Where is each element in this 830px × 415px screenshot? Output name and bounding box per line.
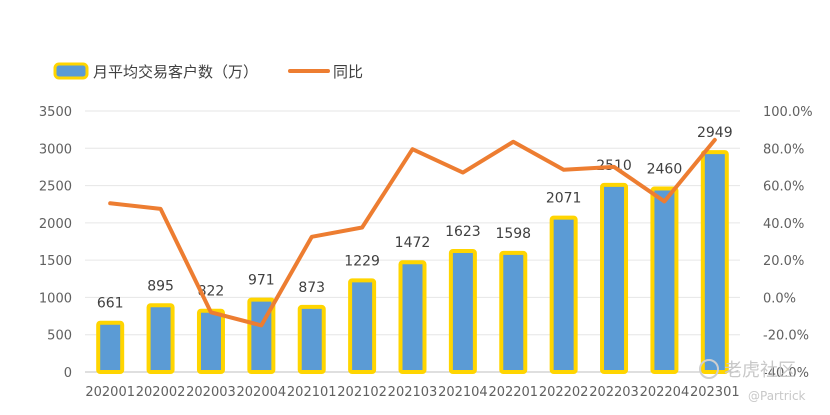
bar xyxy=(600,182,629,374)
left-tick-label: 2000 xyxy=(39,217,72,232)
legend-line-label: 同比 xyxy=(333,63,363,81)
bar-data-label: 2071 xyxy=(546,191,582,207)
right-tick-label: 60.0% xyxy=(763,180,804,195)
right-axis: -40.0% -20.0% 0.0% 20.0% 40.0% 60.0% 80.0% 100.… xyxy=(763,105,813,381)
x-tick-label: 202001 xyxy=(85,385,135,400)
x-tick-label: 202101 xyxy=(287,385,337,400)
right-tick-label: -40.0% xyxy=(763,366,809,381)
x-tick-label: 202203 xyxy=(589,385,639,400)
right-tick-label: 100.0% xyxy=(763,105,813,120)
yoy-line xyxy=(108,137,717,328)
bar xyxy=(146,303,175,375)
bar xyxy=(398,260,427,375)
left-axis: 0 500 1000 1500 2000 2500 3000 3500 xyxy=(39,105,72,381)
bar-data-label: 1229 xyxy=(344,253,380,269)
bar xyxy=(650,186,679,374)
watermark-brand: 老虎社区 xyxy=(724,360,796,381)
bar xyxy=(448,248,477,374)
bar-data-label: 2949 xyxy=(697,125,733,141)
legend-bar-swatch xyxy=(53,62,89,80)
bar-data-label: 2460 xyxy=(647,162,683,178)
bar-data-label: 971 xyxy=(248,273,275,289)
bar-data-label: 1598 xyxy=(495,226,531,242)
x-tick-label: 202002 xyxy=(136,385,186,400)
watermark: 老虎社区 @Partrick xyxy=(699,359,806,403)
bar-data-label: 1623 xyxy=(445,224,481,240)
x-tick-label: 202103 xyxy=(388,385,438,400)
bar-data-label: 1472 xyxy=(395,235,431,251)
bar xyxy=(549,215,578,374)
right-tick-label: -20.0% xyxy=(763,329,809,344)
right-tick-label: 80.0% xyxy=(763,142,804,157)
x-tick-label: 202003 xyxy=(186,385,236,400)
x-tick-label: 202204 xyxy=(640,385,690,400)
right-tick-label: 20.0% xyxy=(763,254,804,269)
bar xyxy=(196,308,225,374)
watermark-logo-icon xyxy=(699,359,719,379)
bar xyxy=(348,278,377,374)
left-tick-label: 0 xyxy=(64,366,72,381)
watermark-handle: @Partrick xyxy=(748,389,806,403)
left-tick-label: 3500 xyxy=(39,105,72,120)
left-tick-label: 500 xyxy=(47,329,72,344)
bar-data-label: 873 xyxy=(298,280,325,296)
x-tick-label: 202104 xyxy=(438,385,488,400)
bar-data-label: 661 xyxy=(97,296,124,312)
legend: 月平均交易客户数（万） 同比 xyxy=(53,62,363,81)
x-tick-label: 202202 xyxy=(539,385,589,400)
left-tick-label: 1000 xyxy=(39,291,72,306)
x-tick-label: 202102 xyxy=(337,385,387,400)
bar xyxy=(297,304,326,374)
x-tick-label: 202301 xyxy=(690,385,740,400)
bar-data-label: 895 xyxy=(147,278,174,294)
bar xyxy=(499,250,528,374)
legend-bar-label: 月平均交易客户数（万） xyxy=(93,63,258,81)
x-tick-label: 202201 xyxy=(488,385,538,400)
x-axis: 202001 202002 202003 202004 202101 202102 2021… xyxy=(85,385,739,400)
bar xyxy=(96,320,125,374)
right-tick-label: 40.0% xyxy=(763,217,804,232)
left-tick-label: 1500 xyxy=(39,254,72,269)
left-tick-label: 2500 xyxy=(39,180,72,195)
bar xyxy=(700,150,729,374)
x-tick-label: 202004 xyxy=(237,385,287,400)
line-series xyxy=(108,137,717,328)
bar-series xyxy=(96,150,729,375)
left-tick-label: 3000 xyxy=(39,142,72,157)
right-tick-label: 0.0% xyxy=(763,291,796,306)
